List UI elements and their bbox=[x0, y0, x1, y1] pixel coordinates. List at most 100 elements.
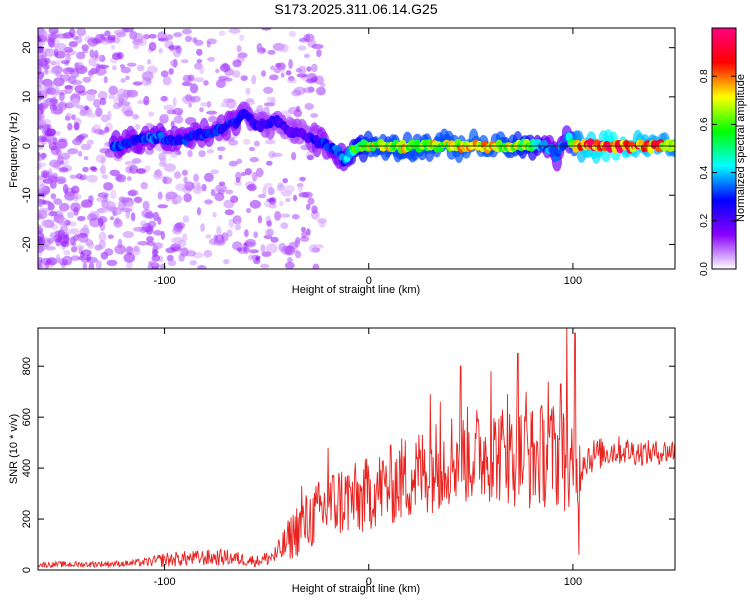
noise-speckle bbox=[144, 165, 151, 172]
noise-speckle bbox=[88, 262, 95, 269]
noise-speckle bbox=[268, 203, 277, 209]
noise-speckle bbox=[243, 138, 251, 145]
noise-speckle bbox=[298, 37, 308, 43]
noise-speckle bbox=[165, 195, 171, 202]
noise-speckle bbox=[38, 235, 43, 245]
noise-speckle bbox=[38, 109, 42, 116]
noise-speckle bbox=[101, 174, 109, 180]
noise-speckle bbox=[270, 65, 276, 71]
noise-speckle bbox=[87, 70, 95, 76]
noise-speckle bbox=[301, 231, 307, 239]
noise-speckle bbox=[223, 259, 230, 265]
noise-speckle bbox=[280, 62, 286, 72]
noise-speckle bbox=[182, 74, 192, 83]
noise-speckle bbox=[116, 88, 128, 99]
noise-speckle bbox=[86, 174, 98, 183]
noise-speckle bbox=[107, 234, 114, 239]
noise-speckle bbox=[50, 232, 55, 239]
noise-speckle bbox=[206, 149, 215, 154]
noise-speckle bbox=[97, 90, 108, 101]
noise-speckle bbox=[81, 44, 90, 51]
noise-speckle bbox=[148, 41, 157, 51]
noise-speckle bbox=[127, 190, 137, 197]
noise-speckle bbox=[38, 195, 41, 203]
colorbar-ticks: 0.0 0.2 0.4 0.6 0.8 bbox=[699, 69, 736, 276]
noise-speckle bbox=[198, 150, 206, 158]
noise-speckle bbox=[205, 234, 212, 239]
noise-speckle bbox=[75, 173, 83, 180]
noise-speckle bbox=[162, 113, 169, 118]
noise-speckle bbox=[80, 143, 92, 151]
noise-speckle bbox=[108, 94, 115, 100]
noise-speckle bbox=[133, 226, 144, 232]
noise-speckle bbox=[293, 86, 306, 95]
noise-speckle bbox=[141, 71, 154, 81]
noise-speckle bbox=[287, 257, 293, 264]
noise-speckle bbox=[70, 80, 83, 85]
noise-speckle bbox=[110, 44, 115, 50]
noise-speckle bbox=[230, 195, 239, 203]
noise-speckle bbox=[48, 211, 55, 217]
noise-speckle bbox=[158, 48, 163, 54]
noise-speckle bbox=[60, 241, 70, 248]
noise-speckle bbox=[126, 176, 132, 182]
spectrogram-xlabel: Height of straight line (km) bbox=[292, 284, 420, 296]
noise-speckle bbox=[257, 215, 262, 224]
snr-ylabel: SNR (10 * v/v) bbox=[8, 414, 20, 484]
noise-speckle bbox=[40, 137, 48, 143]
noise-speckle bbox=[135, 123, 141, 130]
noise-speckle bbox=[298, 65, 307, 75]
snr-ytick-label: 0 bbox=[21, 567, 33, 573]
noise-speckle bbox=[48, 141, 58, 151]
noise-speckle bbox=[97, 64, 110, 69]
spectrogram-xtick-label: 100 bbox=[564, 275, 582, 287]
noise-speckle bbox=[278, 242, 287, 252]
noise-speckle bbox=[210, 188, 216, 197]
noise-speckle bbox=[222, 62, 229, 69]
noise-speckle bbox=[82, 76, 92, 83]
noise-speckle bbox=[86, 213, 98, 222]
noise-speckle bbox=[198, 265, 204, 269]
noise-speckle bbox=[143, 95, 150, 106]
noise-speckle bbox=[247, 254, 257, 261]
noise-speckle bbox=[96, 197, 107, 202]
noise-speckle bbox=[146, 236, 154, 243]
noise-speckle bbox=[278, 43, 289, 53]
noise-speckle bbox=[140, 181, 148, 190]
noise-speckle bbox=[191, 95, 201, 103]
noise-speckle bbox=[38, 41, 46, 46]
noise-speckle bbox=[125, 261, 133, 269]
noise-speckle bbox=[280, 72, 285, 78]
noise-speckle bbox=[38, 183, 47, 192]
noise-speckle bbox=[316, 49, 322, 58]
noise-speckle bbox=[75, 104, 85, 109]
noise-speckle bbox=[136, 168, 146, 174]
noise-speckle bbox=[40, 257, 52, 265]
noise-speckle bbox=[220, 102, 229, 108]
noise-speckle bbox=[82, 49, 89, 54]
noise-speckle bbox=[171, 199, 178, 205]
noise-speckle bbox=[189, 83, 199, 94]
noise-speckle bbox=[228, 28, 241, 34]
noise-speckle bbox=[258, 169, 265, 176]
noise-speckle bbox=[183, 193, 192, 203]
noise-speckle bbox=[68, 228, 80, 235]
noise-speckle bbox=[55, 254, 61, 264]
noise-speckle bbox=[206, 41, 211, 48]
noise-speckle bbox=[113, 29, 126, 35]
noise-speckle bbox=[104, 30, 111, 37]
noise-speckle bbox=[153, 230, 163, 236]
noise-speckle bbox=[72, 98, 80, 106]
noise-speckle bbox=[288, 59, 293, 69]
noise-speckle bbox=[225, 189, 234, 195]
noise-speckle bbox=[122, 28, 134, 33]
noise-speckle bbox=[232, 59, 242, 68]
noise-speckle bbox=[173, 115, 184, 124]
noise-speckle bbox=[152, 260, 158, 268]
noise-speckle bbox=[121, 104, 133, 115]
noise-speckle bbox=[132, 81, 143, 86]
noise-speckle bbox=[162, 76, 172, 86]
noise-speckle bbox=[245, 207, 252, 214]
noise-speckle bbox=[285, 197, 291, 203]
